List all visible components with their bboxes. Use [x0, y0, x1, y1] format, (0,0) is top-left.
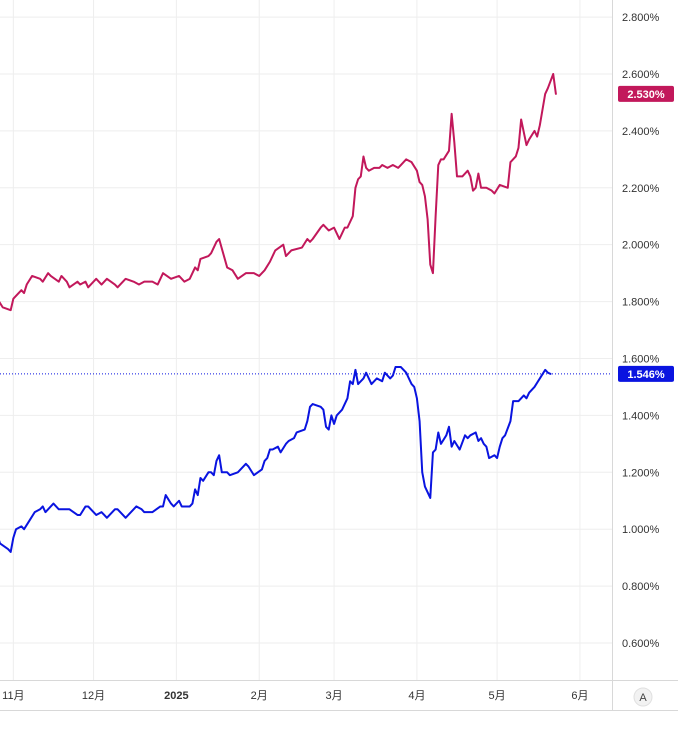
x-tick-label: 11月 — [2, 690, 24, 702]
x-axis[interactable]: 11月 12月 2025 2月 3月 4月 5月 6月 — [0, 680, 678, 711]
auto-scale-button-label[interactable]: A — [639, 692, 647, 704]
y-tick-label: 0.600% — [622, 638, 660, 650]
last-value-tag-1: 2.530% — [618, 85, 674, 102]
x-tick-label: 3月 — [325, 690, 342, 702]
last-value-tag-2: 1.546% — [618, 365, 674, 382]
last-value-tag-text: 1.546% — [627, 369, 665, 381]
y-tick-label: 2.000% — [622, 240, 660, 252]
y-tick-label: 0.800% — [622, 581, 660, 593]
last-value-tag-bg — [618, 365, 674, 382]
x-tick-label: 5月 — [489, 690, 506, 702]
y-tick-label: 1.800% — [622, 297, 660, 309]
y-tick-label: 1.200% — [622, 467, 660, 479]
x-tick-label: 2025 — [164, 690, 188, 702]
last-value-tag-text: 2.530% — [627, 89, 665, 101]
y-tick-label: 2.400% — [622, 126, 660, 138]
auto-scale-button[interactable]: A — [633, 687, 653, 707]
y-tick-label: 1.400% — [622, 410, 660, 422]
grid-layer — [0, 0, 612, 680]
x-tick-label: 12月 — [82, 690, 105, 702]
x-tick-label: 2月 — [251, 690, 268, 702]
series-line-1[interactable] — [0, 72, 557, 312]
y-tick-label: 2.200% — [622, 183, 660, 195]
last-value-tag-bg — [618, 85, 674, 102]
y-tick-label: 2.600% — [622, 69, 660, 81]
auto-scale-button-circle[interactable] — [633, 687, 653, 707]
y-tick-label: 2.800% — [622, 12, 660, 24]
y-tick-label: 1.000% — [622, 524, 660, 536]
series-layer — [0, 72, 557, 553]
x-tick-label: 6月 — [571, 690, 588, 702]
y-tick-label: 1.600% — [622, 353, 660, 365]
series-line-2[interactable] — [0, 366, 552, 553]
last-value-labels: 2.530% 1.546% — [618, 85, 674, 382]
x-tick-label: 4月 — [408, 690, 425, 702]
y-axis[interactable]: 0.600% 0.800% 1.000% 1.200% 1.400% 1.600% 1.80… — [612, 0, 660, 710]
